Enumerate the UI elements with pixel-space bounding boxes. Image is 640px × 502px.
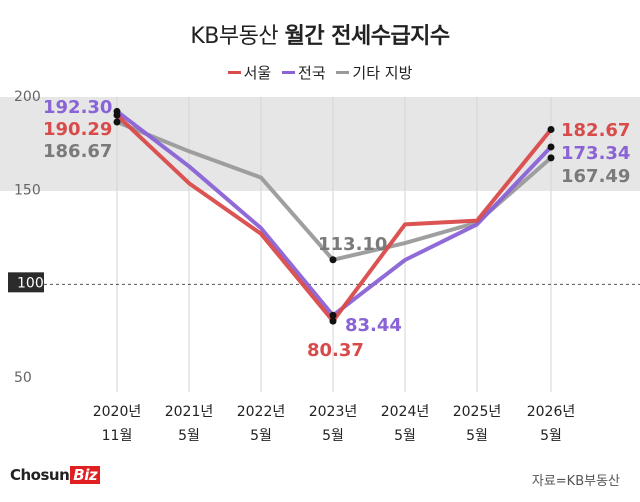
data-point-0-6 (547, 125, 555, 133)
data-label-1-3: 83.44 (345, 315, 402, 336)
legend-label-nation: 전국 (298, 64, 326, 82)
y-tick-label-200: 200 (14, 89, 41, 105)
legend: 서울 전국 기타 지방 (0, 62, 640, 83)
legend-swatch-regional (336, 71, 350, 74)
chart-title: KB부동산 월간 전세수급지수 (0, 18, 640, 50)
x-tick-label-month-0: 11월 (102, 428, 133, 444)
y-tick-label-50: 50 (14, 370, 32, 386)
legend-swatch-seoul (227, 71, 241, 74)
legend-item-regional: 기타 지방 (336, 62, 412, 83)
data-label-1-6: 173.34 (561, 143, 630, 164)
y-tick-100-box (8, 272, 44, 293)
data-point-1-3 (329, 311, 337, 319)
x-tick-label-year-0: 2020년 (93, 404, 142, 420)
data-point-1-6 (547, 143, 555, 151)
x-tick-label-month-4: 5월 (394, 428, 416, 444)
data-label-0-0: 190.29 (43, 119, 112, 140)
data-label-2-6: 167.49 (561, 166, 630, 187)
x-tick-label-month-2: 5월 (250, 428, 272, 444)
data-label-0-3: 80.37 (307, 340, 364, 361)
x-tick-label-month-5: 5월 (466, 428, 488, 444)
legend-swatch-nation (282, 71, 296, 74)
series-line-0 (115, 113, 553, 324)
x-tick-label-year-6: 2026년 (527, 404, 576, 420)
data-label-0-6: 182.67 (561, 120, 630, 141)
y-tick-label-150: 150 (14, 183, 41, 199)
data-label-1-0: 192.30 (43, 97, 112, 118)
x-tick-label-month-6: 5월 (540, 428, 562, 444)
source-note: 자료=KB부동산 (531, 474, 620, 489)
brand-logo: Chosun Biz (10, 466, 101, 484)
x-tick-label-year-3: 2023년 (309, 404, 358, 420)
data-point-2-0 (113, 118, 121, 126)
brand-logo-text-2: Biz (70, 466, 101, 484)
x-tick-label-year-2: 2022년 (237, 404, 286, 420)
x-tick-label-year-4: 2024년 (381, 404, 430, 420)
data-point-2-3 (329, 256, 337, 264)
x-tick-label-month-3: 5월 (322, 428, 344, 444)
data-point-0-3 (329, 317, 337, 325)
x-tick-label-month-1: 5월 (178, 428, 200, 444)
legend-item-seoul: 서울 (227, 62, 272, 83)
x-tick-label-year-5: 2025년 (453, 404, 502, 420)
title-source-part: KB부동산 (190, 24, 279, 49)
data-point-2-6 (547, 154, 555, 162)
data-point-0-0 (113, 111, 121, 119)
legend-label-regional: 기타 지방 (352, 64, 413, 82)
brand-logo-text-1: Chosun (10, 466, 70, 484)
title-main-part: 월간 전세수급지수 (284, 24, 451, 49)
legend-item-nation: 전국 (282, 62, 326, 83)
data-label-2-3: 113.10 (318, 234, 387, 255)
legend-label-seoul: 서울 (243, 64, 272, 82)
y-tick-label-100: 100 (17, 275, 44, 291)
x-tick-label-year-1: 2021년 (165, 404, 214, 420)
data-label-2-0: 186.67 (43, 141, 112, 162)
